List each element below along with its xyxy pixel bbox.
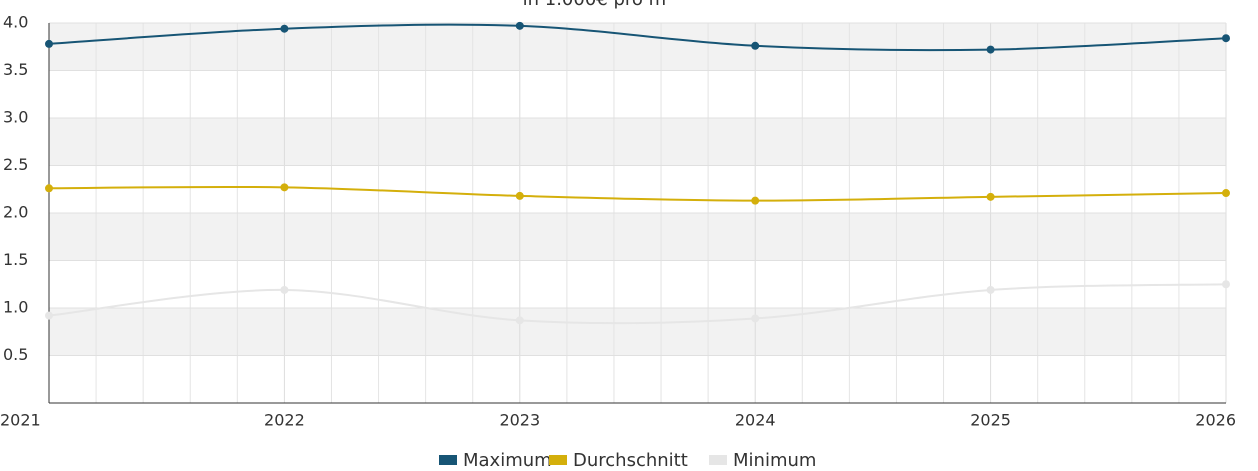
point bbox=[1222, 34, 1230, 43]
y-tick-label: 1.0 bbox=[3, 298, 28, 317]
point bbox=[751, 314, 760, 323]
grid-band bbox=[49, 308, 1226, 356]
legend-label: Maximum bbox=[463, 450, 552, 471]
point bbox=[1222, 189, 1230, 198]
x-tick-label: 2026 bbox=[1195, 411, 1236, 430]
point bbox=[515, 316, 524, 325]
point bbox=[515, 21, 524, 30]
grid-band bbox=[49, 118, 1226, 166]
chart-title: in 1.000€ pro m² bbox=[523, 0, 674, 10]
grid-band bbox=[49, 213, 1226, 261]
legend-swatch bbox=[549, 455, 567, 465]
point bbox=[515, 191, 524, 200]
y-tick-label: 3.0 bbox=[3, 108, 28, 127]
legend-label: Minimum bbox=[733, 450, 816, 471]
point bbox=[45, 311, 53, 320]
point bbox=[45, 184, 53, 193]
y-tick-label: 2.0 bbox=[3, 203, 28, 222]
legend-swatch bbox=[709, 455, 727, 465]
y-tick-label: 4.0 bbox=[3, 13, 28, 32]
line bbox=[48, 23, 1227, 52]
point bbox=[986, 45, 995, 54]
point bbox=[1222, 280, 1230, 289]
y-tick-label: 0.5 bbox=[3, 345, 28, 364]
line bbox=[48, 185, 1227, 202]
legend-swatch bbox=[439, 455, 457, 465]
line bbox=[48, 283, 1227, 325]
point bbox=[986, 285, 995, 294]
point bbox=[751, 196, 760, 205]
x-tick-label: 2024 bbox=[735, 411, 776, 430]
point bbox=[751, 41, 760, 50]
x-tick-label: 2023 bbox=[499, 411, 540, 430]
legend-label: Durchschnitt bbox=[573, 450, 688, 471]
grid bbox=[48, 22, 1227, 403]
point bbox=[45, 39, 53, 48]
x-tick-label: 2025 bbox=[970, 411, 1011, 430]
point bbox=[986, 192, 995, 201]
y-tick-label: 2.5 bbox=[3, 155, 28, 174]
point bbox=[280, 24, 289, 33]
point bbox=[280, 285, 289, 294]
y-tick-label: 3.5 bbox=[3, 60, 28, 79]
y-tick-label: 1.5 bbox=[3, 250, 28, 269]
x-tick-label: 2022 bbox=[264, 411, 305, 430]
point bbox=[280, 183, 289, 192]
x-tick-label: 2021 bbox=[0, 411, 41, 430]
